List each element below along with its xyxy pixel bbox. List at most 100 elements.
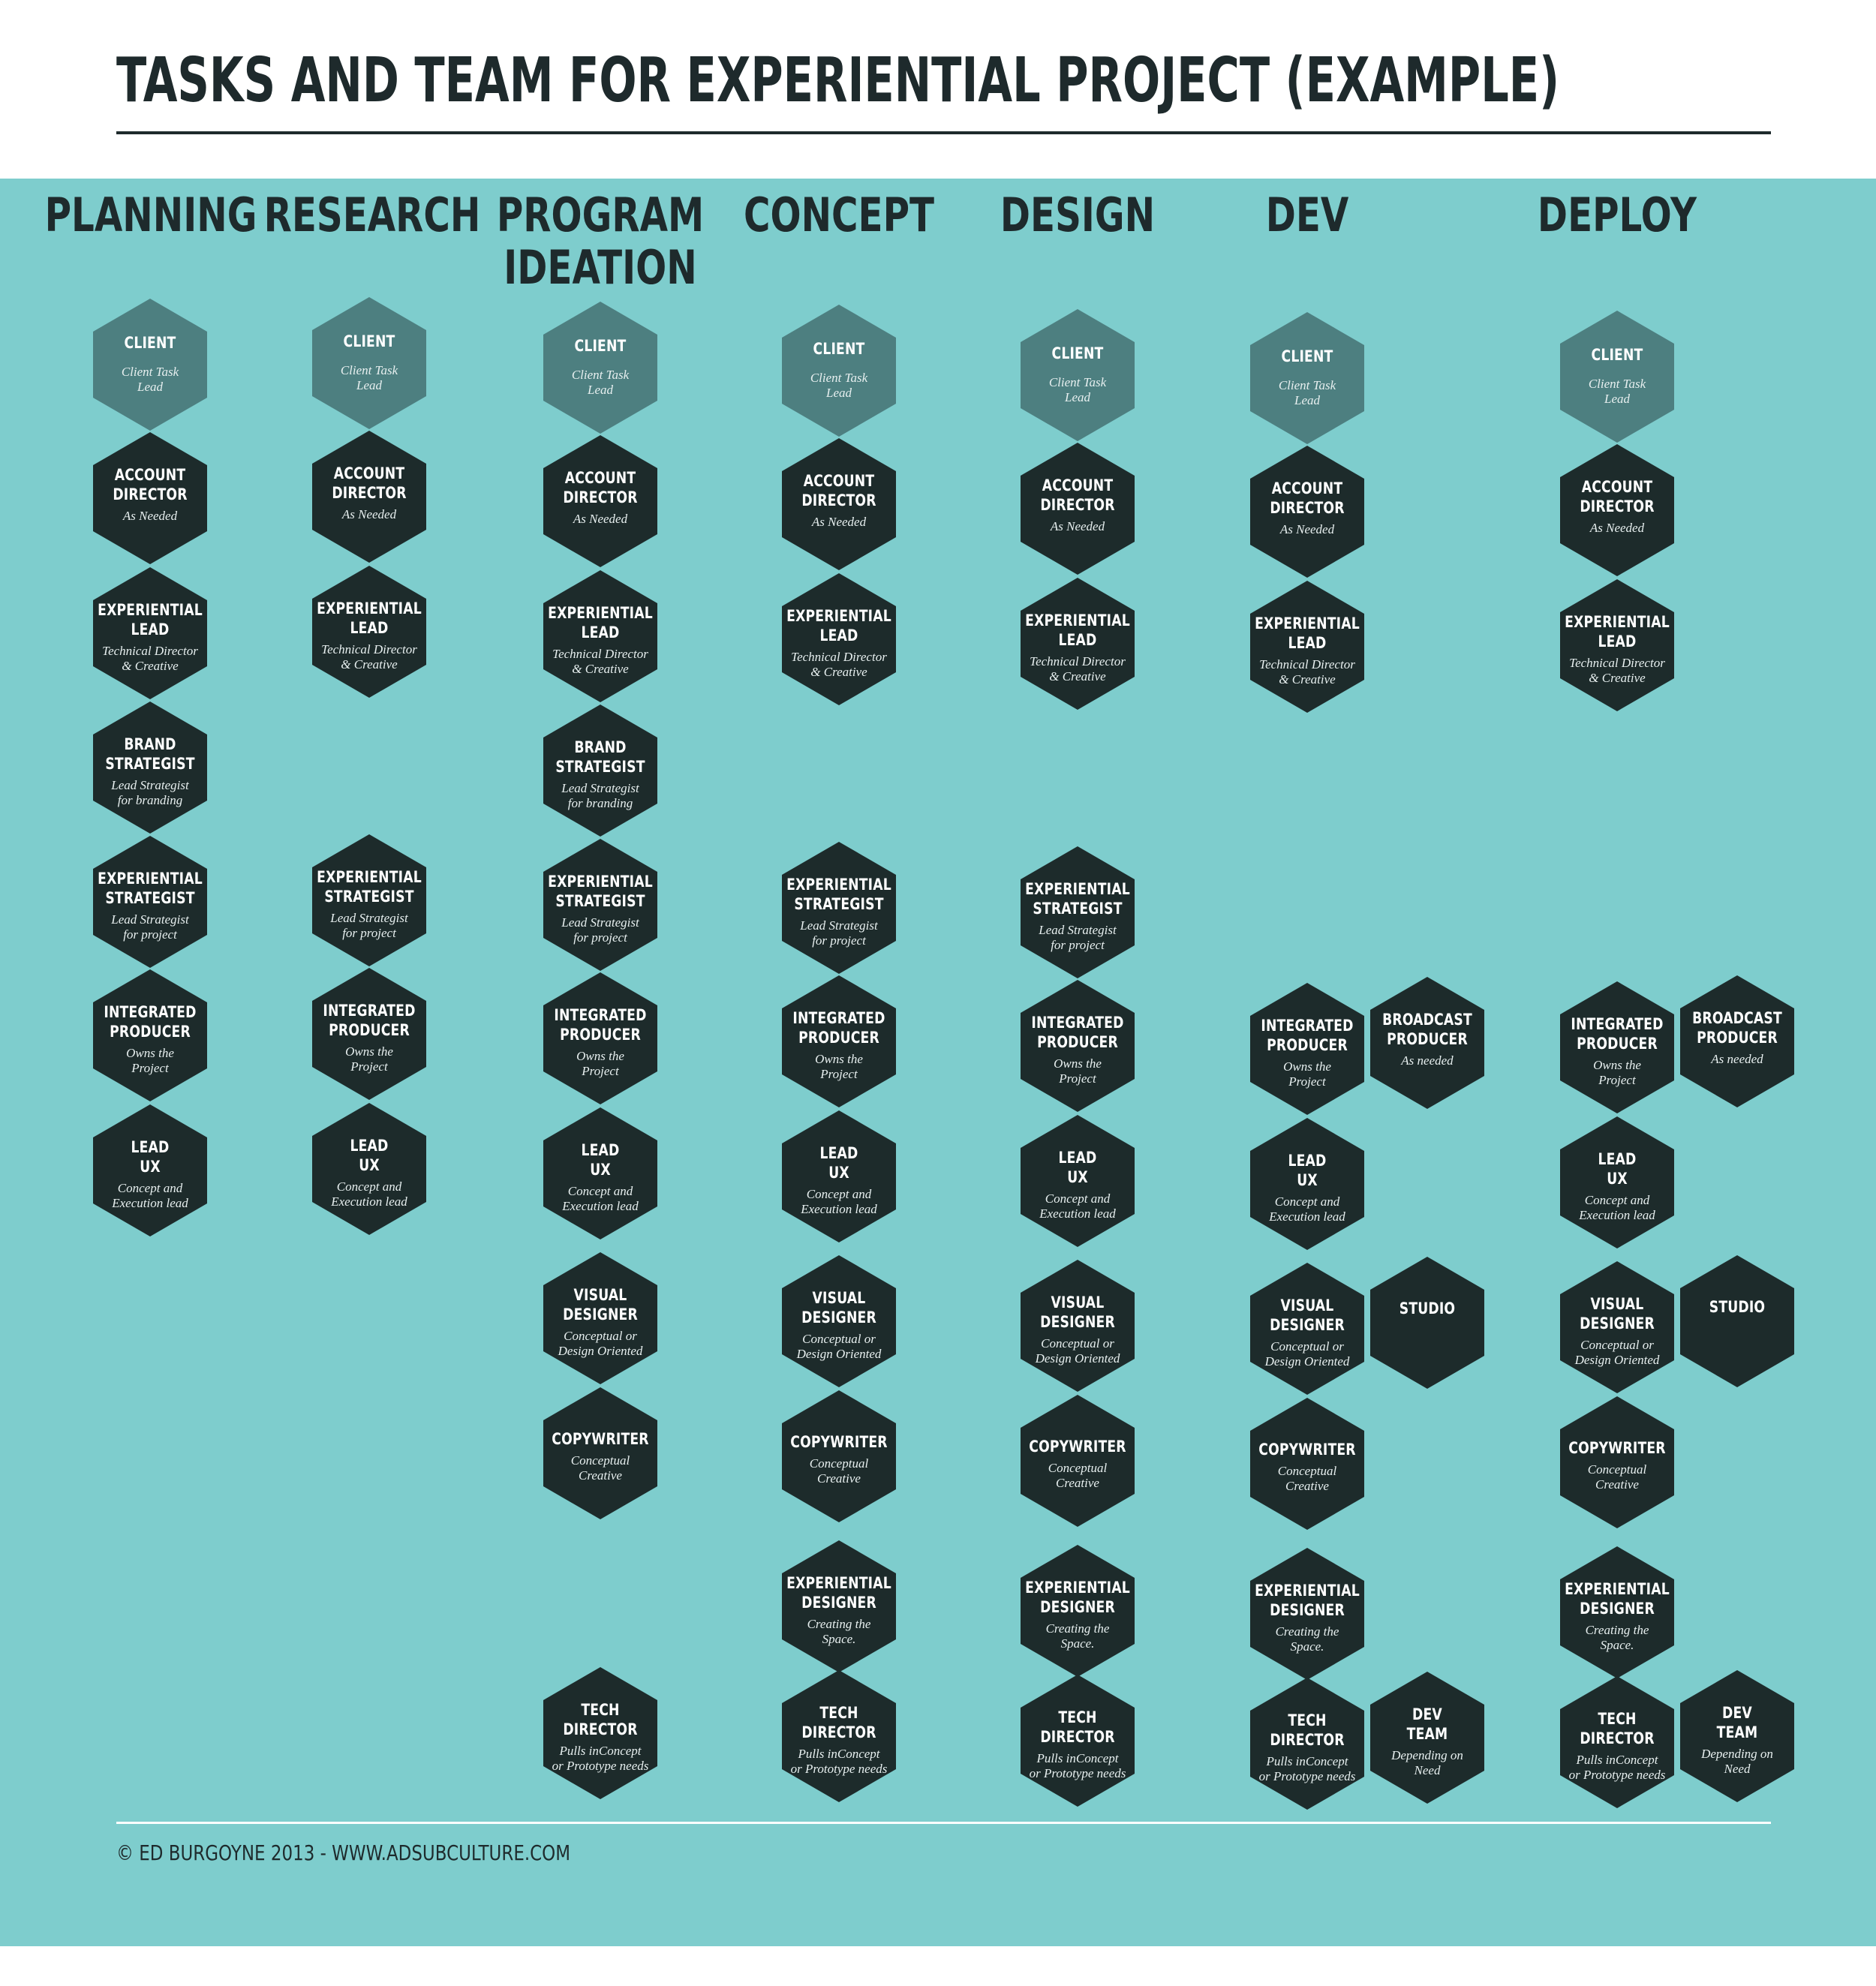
role-note: Pulls inConcept or Prototype needs (1258, 1754, 1356, 1783)
role-note: Conceptual Creative (570, 1453, 630, 1483)
role-hex-copywriter: COPYWRITER Conceptual Creative (782, 1390, 896, 1522)
role-hex-account-director: ACCOUNT DIRECTOR As Needed (1021, 443, 1135, 575)
role-hex-experiential-lead: EXPERIENTIAL LEAD Technical Director & Cr… (1021, 578, 1135, 710)
role-title: BRAND STRATEGIST (105, 735, 195, 773)
role-note: Client Task Lead (810, 371, 868, 400)
role-title: CLIENT (574, 337, 627, 355)
role-hex-copywriter: COPYWRITER Conceptual Creative (543, 1387, 657, 1519)
role-note: As Needed (1589, 521, 1645, 535)
role-hex-visual-designer: VISUAL DESIGNER Conceptual or Design Orie… (1250, 1263, 1364, 1395)
role-hex-account-director: ACCOUNT DIRECTOR As Needed (1250, 446, 1364, 578)
role-note: Technical Director & Creative (102, 644, 198, 673)
column-header-dev: DEV (1265, 188, 1349, 242)
role-hex-lead-ux: LEAD UX Concept and Execution lead (543, 1107, 657, 1239)
role-title: EXPERIENTIAL STRATEGIST (1025, 880, 1130, 918)
role-title: BROADCAST PRODUCER (1692, 1009, 1782, 1047)
role-title: INTEGRATED PRODUCER (554, 1006, 647, 1044)
role-title: INTEGRATED PRODUCER (104, 1003, 197, 1041)
role-title: TECH DIRECTOR (1270, 1711, 1345, 1749)
role-hex-lead-ux: LEAD UX Concept and Execution lead (93, 1104, 207, 1236)
role-title: COPYWRITER (1568, 1439, 1666, 1457)
role-note: Client Task Lead (1278, 378, 1336, 407)
role-title: COPYWRITER (790, 1433, 888, 1451)
role-hex-lead-ux: LEAD UX Concept and Execution lead (782, 1110, 896, 1242)
role-hex-copywriter: COPYWRITER Conceptual Creative (1250, 1398, 1364, 1530)
role-title: COPYWRITER (1258, 1441, 1356, 1459)
role-title: VISUAL DESIGNER (1270, 1296, 1345, 1334)
role-hex-integrated-producer: INTEGRATED PRODUCER Owns the Project (93, 969, 207, 1101)
role-hex-integrated-producer: INTEGRATED PRODUCER Owns the Project (1021, 980, 1135, 1112)
role-title: EXPERIENTIAL STRATEGIST (548, 873, 653, 910)
role-note: Client Task Lead (571, 368, 630, 397)
role-note: Pulls inConcept or Prototype needs (790, 1747, 888, 1776)
role-note: Creating the Space. (1585, 1623, 1649, 1652)
role-title: LEAD UX (819, 1144, 858, 1182)
role-note: Client Task Lead (1048, 375, 1107, 404)
role-note: Pulls inConcept or Prototype needs (1568, 1753, 1666, 1782)
role-hex-experiential-lead: EXPERIENTIAL LEAD Technical Director & Cr… (1250, 581, 1364, 713)
role-hex-broadcast-producer: BROADCAST PRODUCER As needed (1370, 977, 1484, 1109)
role-hex-experiential-lead: EXPERIENTIAL LEAD Technical Director & Cr… (782, 573, 896, 705)
role-title: COPYWRITER (552, 1430, 649, 1448)
role-note: Owns the Project (1054, 1056, 1102, 1086)
title-divider (116, 131, 1771, 134)
role-title: LEAD UX (131, 1138, 170, 1176)
role-title: VISUAL DESIGNER (801, 1289, 876, 1327)
footer-divider (116, 1822, 1771, 1824)
role-title: ACCOUNT DIRECTOR (1270, 479, 1345, 517)
role-title: EXPERIENTIAL LEAD (548, 604, 653, 641)
role-hex-account-director: ACCOUNT DIRECTOR As Needed (782, 438, 896, 570)
role-note: Lead Strategist for project (1039, 923, 1117, 952)
role-hex-lead-ux: LEAD UX Concept and Execution lead (1021, 1115, 1135, 1247)
role-note: Conceptual Creative (1048, 1461, 1108, 1490)
role-note: Lead Strategist for project (561, 915, 639, 945)
role-title: LEAD UX (350, 1137, 389, 1174)
role-note: Conceptual or Design Oriented (1035, 1336, 1120, 1366)
role-title: INTEGRATED PRODUCER (1261, 1017, 1354, 1054)
role-note: Owns the Project (345, 1044, 393, 1074)
role-title: EXPERIENTIAL STRATEGIST (98, 870, 203, 907)
role-note: Pulls inConcept or Prototype needs (1029, 1751, 1126, 1780)
role-hex-integrated-producer: INTEGRATED PRODUCER Owns the Project (312, 968, 426, 1100)
role-note: Concept and Execution lead (801, 1187, 877, 1216)
role-note: Technical Director & Creative (321, 642, 417, 672)
role-note: Creating the Space. (1045, 1621, 1110, 1651)
role-note: Owns the Project (815, 1052, 863, 1081)
column-header-concept: CONCEPT (743, 188, 935, 242)
role-title: INTEGRATED PRODUCER (1031, 1014, 1124, 1051)
role-hex-integrated-producer: INTEGRATED PRODUCER Owns the Project (543, 972, 657, 1104)
role-note: Concept and Execution lead (1269, 1194, 1345, 1224)
role-title: VISUAL DESIGNER (1580, 1295, 1655, 1333)
role-hex-visual-designer: VISUAL DESIGNER Conceptual or Design Orie… (1021, 1260, 1135, 1392)
role-note: Lead Strategist for project (111, 912, 189, 942)
role-note: As Needed (341, 507, 397, 521)
role-note: Creating the Space. (1275, 1624, 1339, 1654)
role-title: EXPERIENTIAL DESIGNER (1255, 1582, 1360, 1619)
role-title: TECH DIRECTOR (1040, 1708, 1115, 1746)
role-hex-experiential-strategist: EXPERIENTIAL STRATEGIST Lead Strategist f… (782, 842, 896, 974)
role-note: Conceptual or Design Oriented (558, 1329, 643, 1358)
role-note: Technical Director & Creative (791, 650, 887, 679)
role-hex-client: CLIENT Client Task Lead (782, 305, 896, 437)
role-title: LEAD UX (1598, 1150, 1637, 1188)
role-note: Owns the Project (576, 1049, 624, 1078)
role-title: BRAND STRATEGIST (555, 738, 645, 776)
role-note: Client Task Lead (340, 363, 398, 392)
role-title: EXPERIENTIAL LEAD (1565, 613, 1670, 650)
role-title: ACCOUNT DIRECTOR (332, 464, 407, 502)
role-title: CLIENT (343, 332, 395, 350)
column-header-research: RESEARCH (263, 188, 481, 242)
column-header-design: DESIGN (1000, 188, 1156, 242)
role-title: EXPERIENTIAL LEAD (786, 607, 891, 644)
role-hex-studio: STUDIO (1370, 1257, 1484, 1389)
role-title: CLIENT (1591, 346, 1643, 364)
role-hex-visual-designer: VISUAL DESIGNER Conceptual or Design Orie… (543, 1252, 657, 1384)
role-hex-integrated-producer: INTEGRATED PRODUCER Owns the Project (1250, 983, 1364, 1115)
role-note: Depending on Need (1391, 1748, 1463, 1777)
role-note: Technical Director & Creative (1569, 656, 1665, 685)
role-hex-lead-ux: LEAD UX Concept and Execution lead (312, 1103, 426, 1235)
role-hex-client: CLIENT Client Task Lead (1021, 309, 1135, 441)
role-title: DEV TEAM (1716, 1704, 1758, 1741)
role-title: CLIENT (124, 334, 176, 352)
role-hex-experiential-strategist: EXPERIENTIAL STRATEGIST Lead Strategist f… (312, 834, 426, 966)
